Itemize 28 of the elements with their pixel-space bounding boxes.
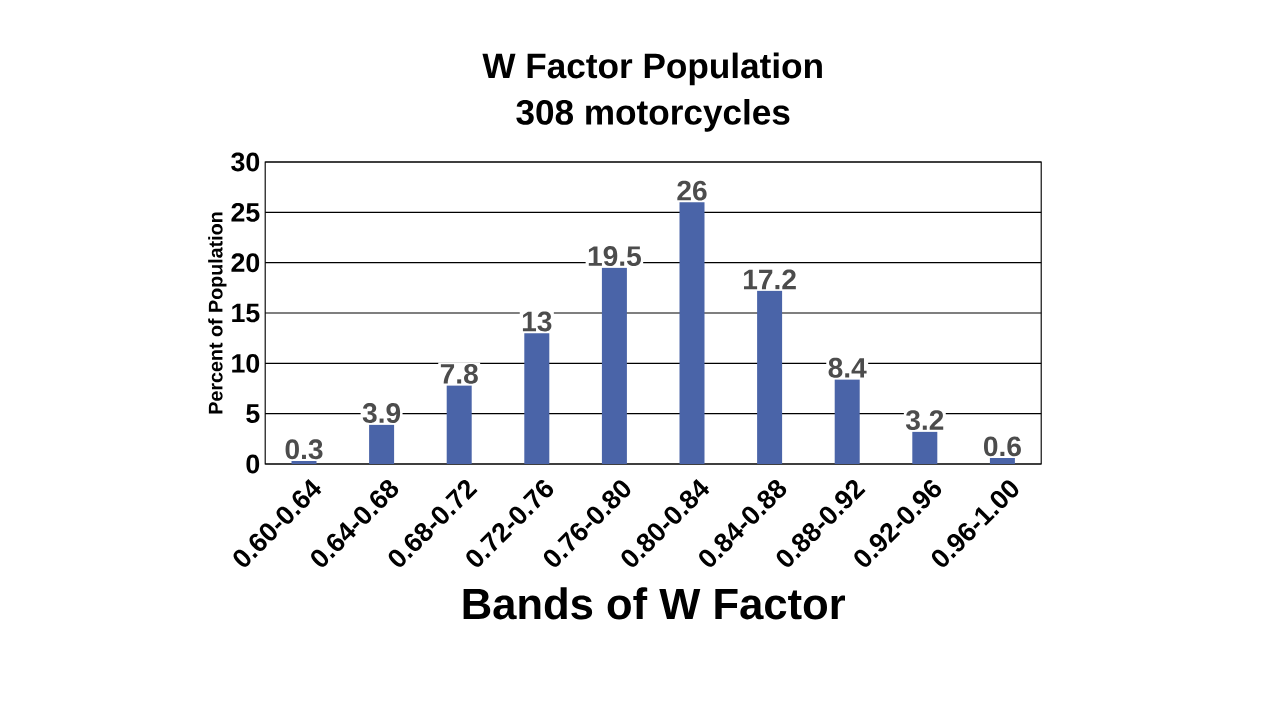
bar — [989, 457, 1015, 464]
bar — [679, 202, 705, 464]
bar — [291, 460, 317, 464]
bar — [912, 431, 938, 464]
y-tick-label: 20 — [231, 253, 260, 273]
bar — [757, 290, 783, 464]
data-label: 3.9 — [362, 403, 401, 424]
chart-title: W Factor Population — [482, 52, 822, 86]
data-label: 26 — [677, 180, 707, 201]
data-label: 13 — [522, 311, 552, 332]
chart-subtitle: 308 motorcycles — [516, 98, 790, 132]
data-label: 3.2 — [905, 410, 944, 431]
bar — [524, 333, 550, 464]
bar — [446, 385, 472, 464]
data-label: 7.8 — [440, 363, 478, 384]
data-label: 17.2 — [744, 269, 796, 290]
y-axis-title: Percent of Population — [208, 212, 227, 414]
y-tick-label: 0 — [246, 454, 260, 474]
y-tick-label: 10 — [232, 353, 260, 373]
data-label: 19.5 — [588, 246, 641, 267]
data-label: 0.6 — [983, 436, 1021, 457]
y-tick-label: 30 — [231, 152, 260, 172]
x-axis-title: Bands of W Factor — [463, 587, 846, 620]
data-label: 0.3 — [285, 439, 323, 460]
data-label: 8.4 — [828, 357, 867, 378]
y-tick-label: 15 — [232, 303, 260, 323]
y-tick-label: 5 — [246, 404, 260, 423]
y-tick-label: 25 — [231, 202, 260, 222]
